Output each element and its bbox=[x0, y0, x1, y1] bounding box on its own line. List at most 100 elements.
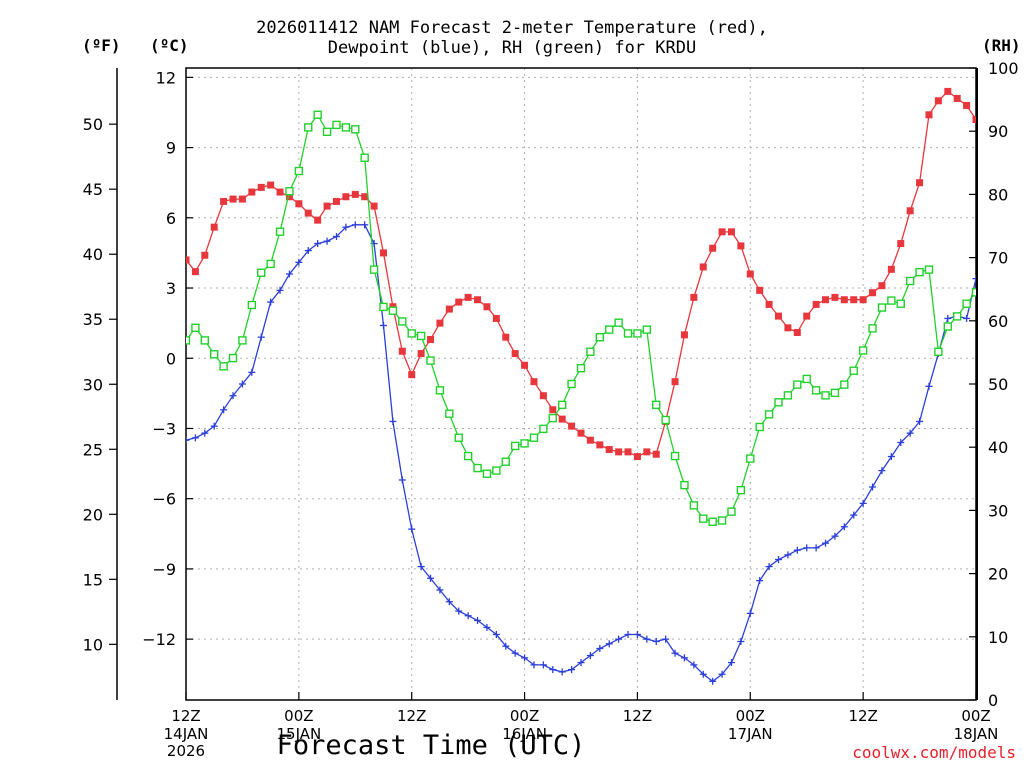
rh-point bbox=[322, 127, 332, 137]
temperature-point bbox=[577, 429, 585, 437]
celsius-tick-label: 0 bbox=[166, 349, 176, 368]
temperature-point bbox=[351, 190, 359, 198]
dewpoint-point bbox=[568, 666, 576, 674]
rh-point bbox=[614, 318, 623, 327]
rh-point bbox=[186, 336, 191, 345]
dewpoint-point bbox=[775, 556, 782, 564]
temperature-point bbox=[186, 256, 190, 264]
celsius-tick-label: 12 bbox=[156, 68, 176, 87]
rh-line bbox=[186, 113, 976, 523]
x-tick-label: 00Z bbox=[510, 707, 539, 725]
rh-point bbox=[661, 415, 670, 425]
rh-point bbox=[774, 398, 783, 407]
dewpoint-point bbox=[191, 434, 199, 442]
temperature-point bbox=[408, 371, 416, 379]
x-tick-label: 12Z bbox=[171, 707, 200, 725]
rh-tick-label: 30 bbox=[988, 501, 1008, 520]
dewpoint-line bbox=[186, 224, 976, 683]
temperature-point bbox=[671, 378, 679, 386]
temperature-point bbox=[530, 378, 538, 386]
temperature-point bbox=[455, 298, 463, 306]
temperature-point bbox=[633, 453, 641, 461]
dewpoint-point bbox=[210, 422, 218, 430]
rh-point bbox=[727, 507, 736, 516]
rh-point bbox=[520, 439, 529, 448]
dewpoint-point bbox=[652, 637, 660, 645]
rh-point bbox=[463, 451, 473, 461]
dewpoint-point bbox=[549, 666, 557, 674]
dewpoint-point bbox=[464, 612, 472, 620]
temperature-point bbox=[737, 242, 745, 250]
rh-point bbox=[416, 331, 426, 341]
x-tick-date: 15JAN bbox=[276, 725, 321, 743]
temperature-point bbox=[793, 329, 801, 337]
rh-point bbox=[285, 187, 294, 196]
rh-point bbox=[924, 265, 934, 274]
temperature-point bbox=[521, 361, 529, 369]
rh-point bbox=[351, 125, 360, 134]
x-tick-label: 00Z bbox=[284, 707, 313, 725]
dewpoint-point bbox=[812, 544, 820, 552]
temperature-point bbox=[248, 188, 256, 196]
temperature-point bbox=[492, 314, 500, 322]
rh-tick-label: 100 bbox=[988, 59, 1019, 78]
data-series bbox=[186, 87, 976, 685]
temperature-point bbox=[332, 197, 340, 205]
dewpoint-point bbox=[633, 630, 641, 638]
rh-point bbox=[962, 299, 971, 308]
dewpoint-point bbox=[699, 670, 707, 678]
rh-point bbox=[802, 374, 811, 384]
rh-point bbox=[595, 333, 605, 342]
dewpoint-point bbox=[295, 258, 303, 266]
dewpoint-point bbox=[389, 417, 397, 425]
rh-point bbox=[877, 303, 887, 312]
temperature-point bbox=[370, 202, 378, 210]
rh-point bbox=[473, 463, 482, 473]
dewpoint-point bbox=[925, 382, 933, 390]
rh-tick-label: 0 bbox=[988, 691, 998, 710]
rh-point bbox=[510, 441, 520, 451]
dewpoint-point bbox=[511, 649, 519, 657]
temperature-point bbox=[323, 202, 331, 210]
dewpoint-point bbox=[605, 640, 613, 648]
temperature-point bbox=[380, 249, 387, 257]
rh-point bbox=[896, 299, 905, 308]
x-tick-label: 12Z bbox=[397, 707, 426, 725]
tick-labels: 129630−3−6−9−125045403530252015101009080… bbox=[83, 59, 1019, 760]
dewpoint-point bbox=[332, 233, 340, 241]
temperature-point bbox=[191, 268, 199, 276]
rh-point bbox=[670, 451, 680, 461]
temperature-point bbox=[878, 282, 886, 290]
temperature-point bbox=[803, 312, 811, 320]
rh-point bbox=[952, 312, 962, 321]
temperature-point bbox=[238, 195, 246, 203]
temperature-point bbox=[511, 350, 519, 358]
temperature-point bbox=[859, 296, 867, 304]
rh-point bbox=[557, 400, 567, 410]
rh-point bbox=[868, 324, 877, 333]
rh-tick-label: 90 bbox=[988, 122, 1008, 141]
grid-lines bbox=[186, 68, 976, 700]
rh-point bbox=[379, 302, 388, 312]
dewpoint-point bbox=[878, 467, 886, 475]
temperature-point bbox=[765, 300, 773, 308]
dewpoint-point bbox=[238, 380, 246, 388]
celsius-tick-label: −9 bbox=[152, 560, 176, 579]
rh-point bbox=[482, 469, 492, 478]
rh-point bbox=[830, 388, 840, 398]
dewpoint-point bbox=[342, 223, 350, 231]
rh-point bbox=[388, 306, 398, 315]
temperature-point bbox=[906, 207, 914, 215]
rh-point bbox=[266, 259, 275, 269]
rh-point bbox=[943, 322, 952, 331]
dewpoint-point bbox=[276, 286, 284, 294]
dewpoint-point bbox=[944, 314, 952, 322]
rh-point bbox=[915, 267, 924, 277]
rh-point bbox=[332, 120, 341, 130]
rh-point bbox=[539, 424, 548, 434]
dewpoint-point bbox=[361, 221, 369, 229]
x-tick-date: 17JAN bbox=[728, 725, 773, 743]
rh-point bbox=[341, 123, 351, 132]
temperature-point bbox=[295, 200, 303, 208]
temperature-point bbox=[596, 441, 604, 449]
